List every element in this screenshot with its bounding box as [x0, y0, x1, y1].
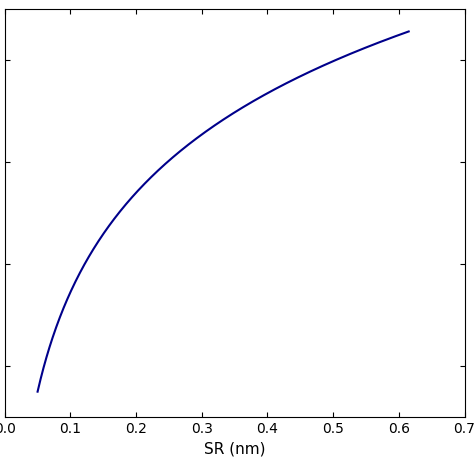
X-axis label: SR (nm): SR (nm): [204, 442, 265, 456]
